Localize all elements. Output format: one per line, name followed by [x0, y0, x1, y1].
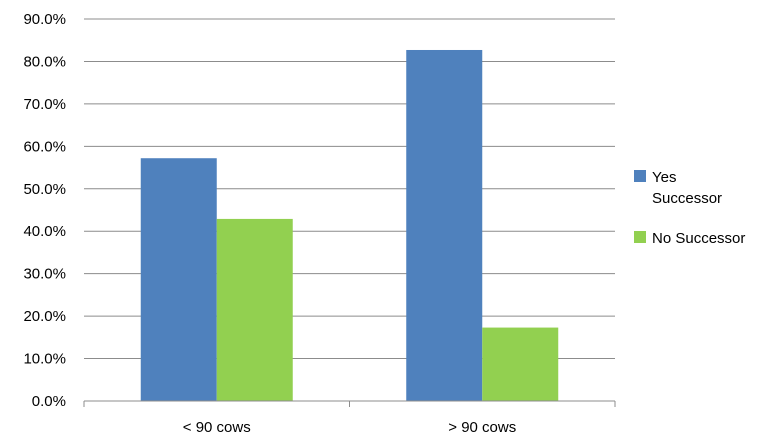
- bar-yes-successor: [406, 49, 483, 402]
- y-tick-label: 40.0%: [23, 223, 66, 240]
- legend-swatch-yes-successor: [634, 170, 646, 182]
- y-tick-label: 20.0%: [23, 308, 66, 325]
- bar-no-successor: [216, 218, 293, 401]
- legend-swatch-no-successor: [634, 231, 646, 243]
- legend-label-yes-successor: Yes Successor: [652, 169, 722, 207]
- bars: [140, 49, 559, 402]
- y-tick-label: 90.0%: [23, 11, 66, 28]
- y-tick-label: 70.0%: [23, 96, 66, 113]
- y-tick-label: 30.0%: [23, 266, 66, 283]
- y-tick-label: 50.0%: [23, 181, 66, 198]
- x-axis-ticks: [83, 401, 616, 407]
- bar-yes-successor: [140, 158, 217, 401]
- bar-no-successor: [482, 327, 559, 401]
- y-tick-label: 80.0%: [23, 53, 66, 70]
- legend: Yes Successor No Successor: [634, 169, 745, 247]
- category-label: > 90 cows: [448, 419, 516, 436]
- category-label: < 90 cows: [183, 419, 251, 436]
- y-tick-label: 0.0%: [32, 393, 66, 410]
- legend-label-no-successor: No Successor: [652, 230, 745, 247]
- y-tick-label: 10.0%: [23, 351, 66, 368]
- y-tick-label: 60.0%: [23, 138, 66, 155]
- y-axis-tick-labels: 0.0% 10.0% 20.0% 30.0% 40.0% 50.0% 60.0% 70.0% 8…: [23, 11, 66, 410]
